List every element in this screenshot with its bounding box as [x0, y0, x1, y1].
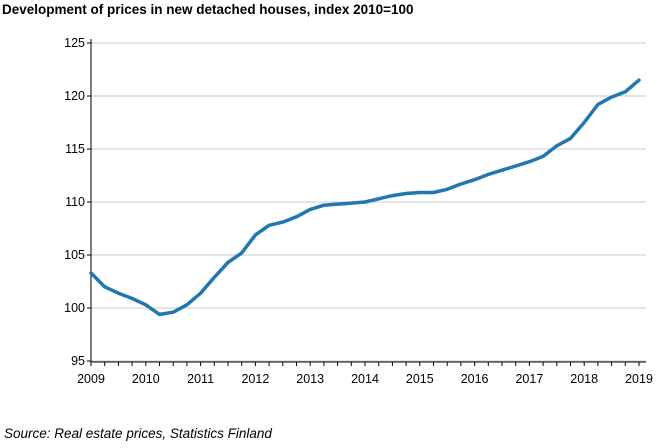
x-tick-label: 2019 — [625, 372, 653, 386]
x-tick-label: 2011 — [187, 372, 214, 386]
data-point — [555, 144, 559, 148]
x-tick-label: 2009 — [77, 372, 105, 386]
data-point — [144, 303, 148, 307]
data-point — [281, 220, 285, 224]
y-tick-label: 110 — [65, 195, 85, 209]
data-point — [322, 203, 326, 207]
data-point — [404, 192, 408, 196]
data-point — [582, 121, 586, 124]
x-tick-label: 2015 — [406, 372, 434, 386]
data-point — [637, 78, 641, 82]
data-point — [116, 291, 120, 295]
data-point — [377, 197, 381, 201]
data-point — [240, 251, 244, 255]
data-point — [473, 178, 477, 182]
y-tick-label: 125 — [64, 36, 85, 50]
data-point — [158, 312, 161, 316]
data-point — [596, 102, 600, 106]
data-point — [363, 200, 367, 204]
data-point — [541, 154, 545, 158]
y-tick-label: 105 — [64, 248, 85, 262]
data-point — [514, 164, 518, 168]
data-point — [295, 215, 298, 219]
data-point — [336, 202, 340, 206]
y-tick-label: 100 — [64, 301, 85, 315]
y-tick-label: 120 — [64, 89, 85, 103]
data-point — [432, 190, 435, 194]
data-point — [610, 95, 614, 99]
series-line — [89, 78, 641, 317]
data-point — [445, 187, 449, 191]
data-point — [171, 310, 175, 314]
data-point — [212, 275, 216, 279]
data-point — [130, 296, 134, 300]
data-point — [185, 303, 189, 307]
data-point — [390, 194, 394, 198]
chart-title: Development of prices in new detached ho… — [2, 2, 414, 17]
x-tick-label: 2010 — [132, 372, 160, 386]
data-point — [103, 285, 107, 289]
x-tick-label: 2018 — [570, 372, 598, 386]
data-point — [486, 172, 490, 176]
data-point — [527, 160, 531, 164]
data-point — [199, 291, 203, 295]
data-point — [349, 201, 353, 205]
x-tick-label: 2013 — [296, 372, 324, 386]
data-point — [253, 233, 257, 237]
data-point — [89, 271, 93, 275]
data-point — [226, 260, 230, 264]
data-point — [418, 190, 422, 194]
chart-source: Source: Real estate prices, Statistics F… — [4, 426, 272, 441]
data-point — [500, 168, 504, 172]
x-tick-label: 2014 — [351, 372, 379, 386]
x-tick-label: 2017 — [515, 372, 543, 386]
data-point — [623, 90, 627, 94]
data-point — [459, 182, 463, 186]
data-point — [308, 207, 312, 211]
data-point — [569, 136, 572, 140]
x-tick-label: 2016 — [461, 372, 489, 386]
y-tick-label: 115 — [65, 142, 85, 156]
y-tick-label: 95 — [71, 354, 85, 368]
x-tick-label: 2012 — [241, 372, 269, 386]
data-point — [267, 223, 271, 227]
